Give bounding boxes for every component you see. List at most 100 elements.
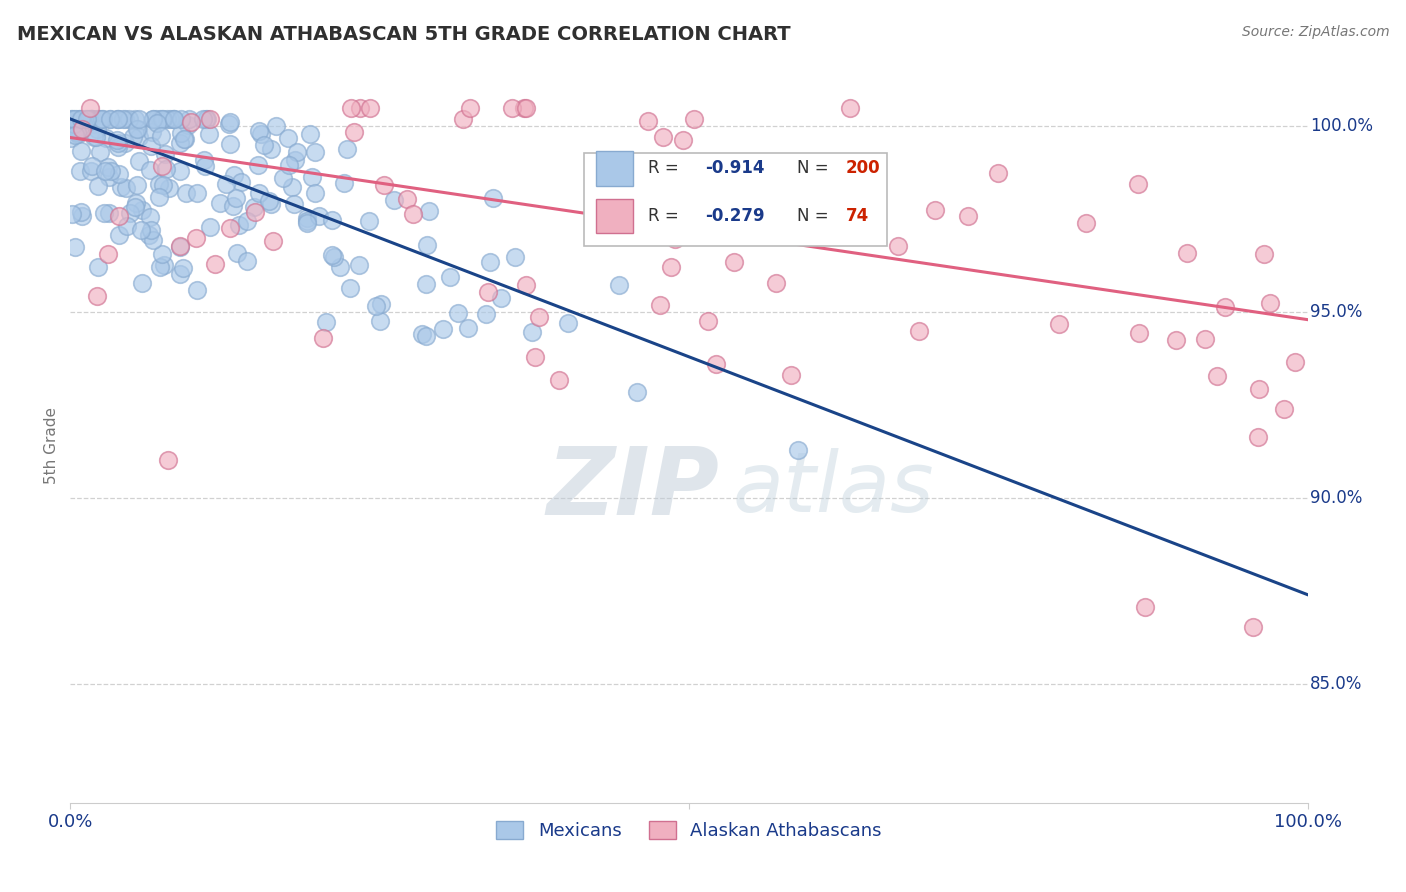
Point (76, 112, 98, 126)
Point (127, 121, 149, 136)
Point (65, 120, 87, 135)
Point (384, 193, 406, 207)
Point (107, 136, 129, 150)
Point (142, 112, 165, 126)
Text: 85.0%: 85.0% (1310, 675, 1362, 693)
Point (266, 119, 288, 133)
Point (157, 453, 180, 467)
Point (637, 113, 659, 128)
Point (124, 112, 146, 126)
Point (91, 112, 114, 126)
Point (418, 203, 440, 218)
Point (524, 350, 547, 364)
Point (93, 163, 115, 178)
Point (1258, 296, 1281, 310)
Point (415, 277, 437, 292)
Text: atlas: atlas (733, 449, 934, 529)
Point (120, 206, 142, 220)
Point (402, 207, 425, 221)
Point (522, 325, 544, 339)
Point (260, 196, 283, 211)
Point (416, 237, 439, 252)
Point (481, 191, 503, 205)
Point (396, 192, 419, 206)
Text: -0.279: -0.279 (704, 207, 765, 225)
Point (447, 306, 470, 320)
Point (224, 168, 246, 182)
Point (1175, 246, 1198, 260)
Point (219, 221, 242, 235)
Point (93, 206, 115, 220)
Point (200, 112, 222, 127)
Point (323, 250, 346, 264)
Point (824, 182, 846, 196)
Point (295, 214, 318, 228)
Point (170, 112, 193, 126)
Text: Source: ZipAtlas.com: Source: ZipAtlas.com (1241, 25, 1389, 39)
Point (125, 196, 148, 211)
Point (83, 117, 105, 131)
Point (65, 112, 87, 126)
Point (908, 324, 931, 338)
Point (59, 131, 82, 145)
Point (956, 209, 979, 223)
Point (66, 125, 89, 139)
Point (125, 122, 148, 136)
Point (97, 160, 120, 174)
Point (225, 191, 247, 205)
Point (108, 167, 131, 181)
Point (86, 289, 108, 303)
Point (332, 177, 354, 191)
Point (169, 239, 191, 253)
Point (704, 357, 727, 371)
Point (271, 171, 294, 186)
Point (193, 153, 215, 167)
Point (672, 133, 695, 147)
Point (278, 158, 301, 172)
Point (191, 112, 214, 126)
Point (139, 210, 162, 224)
Point (1194, 332, 1216, 346)
Point (651, 130, 673, 145)
Point (219, 115, 242, 129)
Point (295, 211, 318, 225)
Point (98, 169, 121, 184)
Point (65, 240, 87, 254)
Point (67, 112, 90, 126)
Point (142, 112, 165, 126)
Point (697, 314, 720, 328)
Point (186, 186, 208, 200)
Point (63, 112, 86, 126)
Point (114, 136, 136, 150)
Point (150, 128, 173, 143)
Point (177, 118, 200, 132)
Point (221, 199, 243, 213)
Point (139, 223, 162, 237)
Point (70, 205, 93, 219)
Point (339, 101, 361, 115)
Point (105, 112, 128, 126)
Point (304, 186, 326, 201)
Point (765, 277, 787, 291)
Point (150, 112, 173, 126)
Point (260, 142, 283, 156)
Point (60, 112, 83, 126)
Point (194, 159, 217, 173)
Text: 200: 200 (846, 160, 880, 178)
Point (128, 112, 150, 126)
Point (121, 130, 143, 145)
Point (887, 239, 910, 253)
Point (184, 231, 207, 245)
Point (174, 186, 197, 201)
Point (782, 178, 804, 193)
Point (215, 177, 238, 191)
Point (169, 136, 191, 151)
Point (172, 260, 194, 275)
Text: 95.0%: 95.0% (1310, 303, 1362, 321)
Point (637, 194, 659, 209)
Point (321, 247, 343, 261)
Point (149, 112, 172, 126)
Point (236, 214, 259, 228)
Point (62, 118, 84, 132)
Point (150, 159, 173, 173)
